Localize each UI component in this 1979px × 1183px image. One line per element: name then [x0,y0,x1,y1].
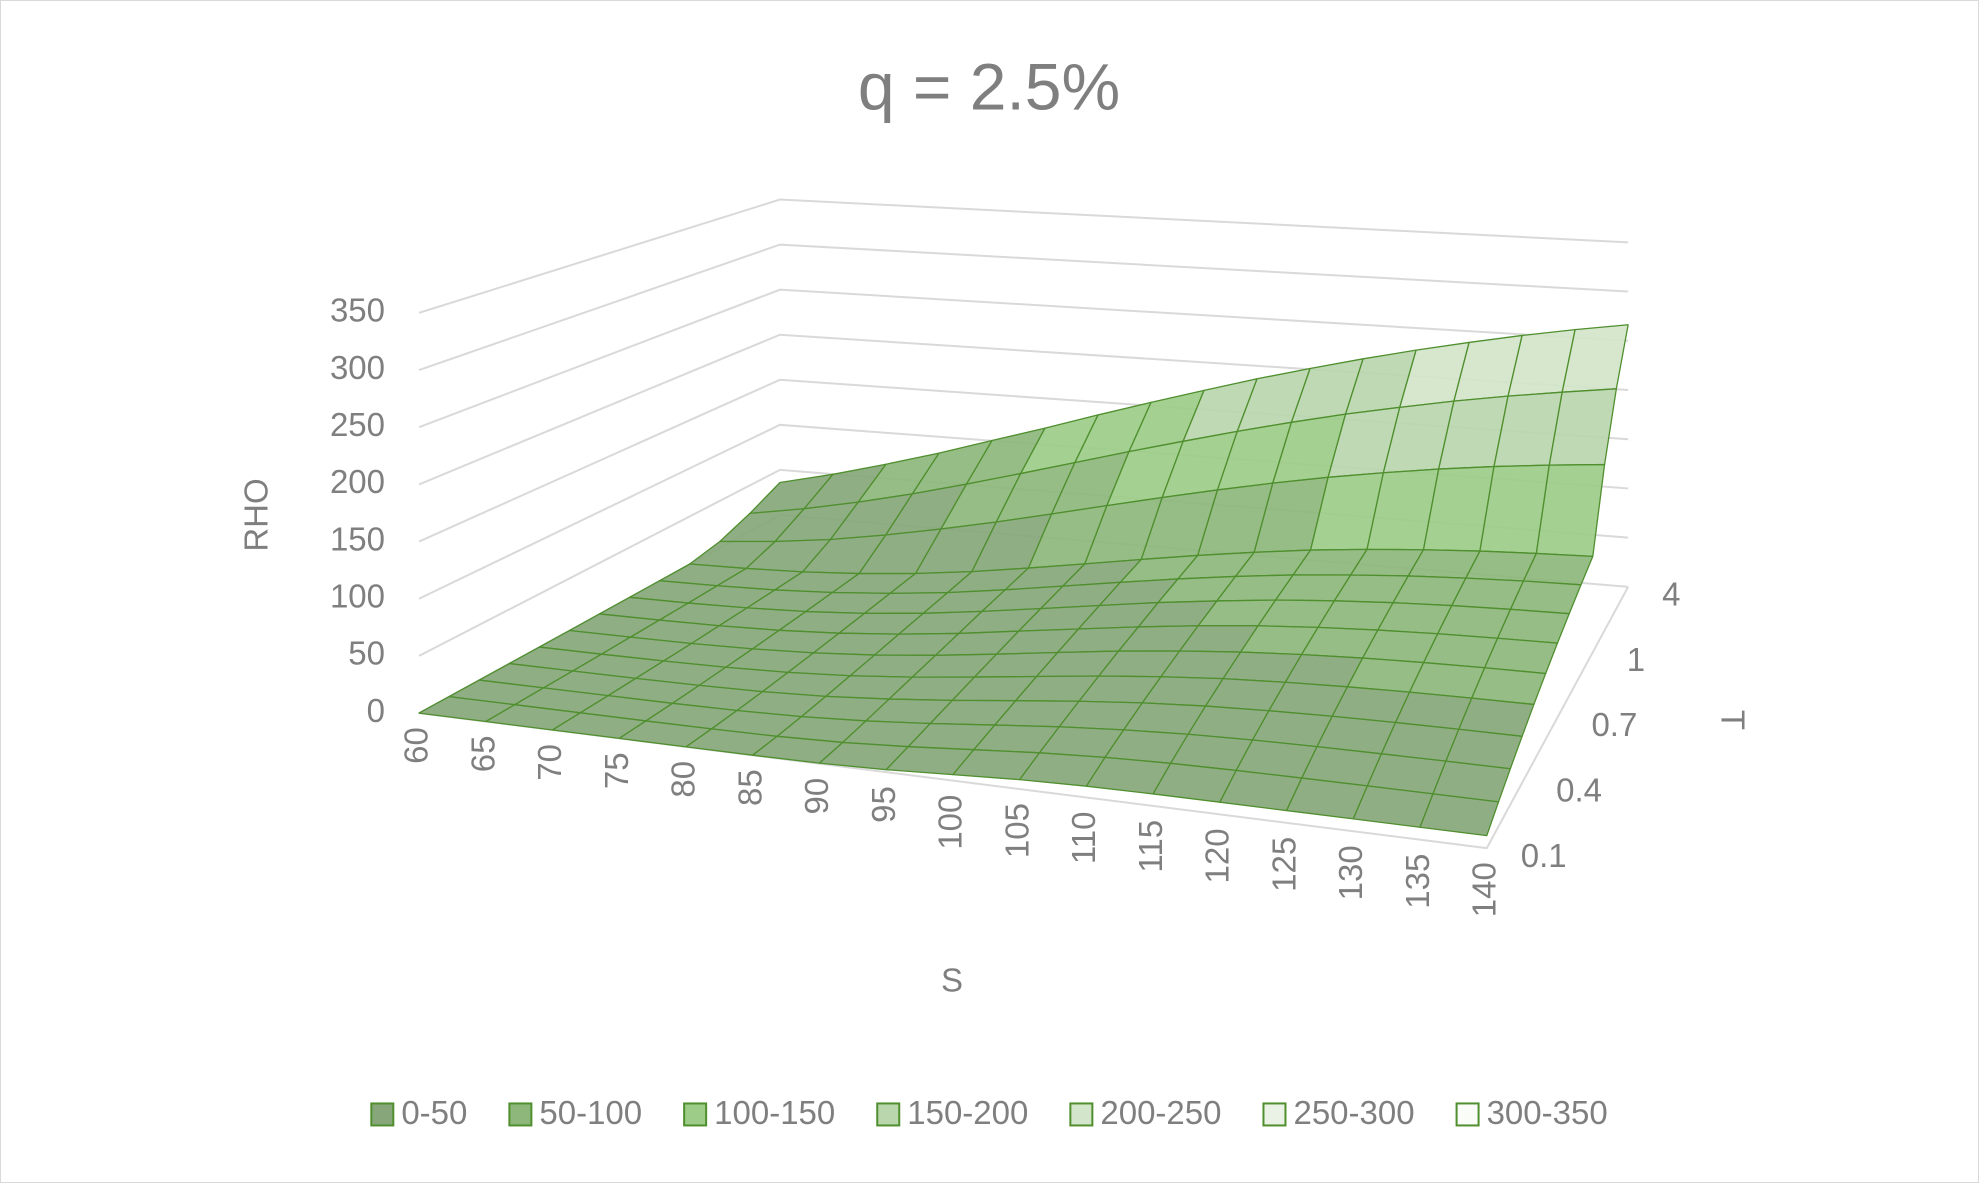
surface-cell [1496,608,1570,644]
x-tick-label: 75 [598,752,635,789]
surface-cell [1419,793,1500,837]
z-tick-label: 0 [367,692,385,729]
surface-cell [1509,580,1582,615]
y-axis-title: T [1714,710,1751,730]
legend-label: 300-350 [1487,1094,1608,1131]
y-tick-label: 1 [1627,641,1645,678]
legend-label: 250-300 [1293,1094,1414,1131]
z-tick-label: 150 [330,520,385,557]
z-tick-label: 100 [330,577,385,614]
legend-swatch [1069,1102,1094,1127]
z-axis-title: RHO [238,478,275,551]
legend: 0-50 50-100 100-150 150-200 200-250 250-300 30… [370,1094,1608,1131]
x-tick-label: 80 [665,761,702,798]
x-tick-label: 90 [798,778,835,815]
x-tick-label: 120 [1199,828,1236,883]
x-tick-label: 100 [932,795,969,850]
y-tick-label: 0.4 [1556,772,1602,809]
z-tick-label: 200 [330,463,385,500]
chart-title: q = 2.5% [858,49,1120,123]
z-tick-label: 50 [348,635,385,672]
x-axis-title: S [941,962,963,999]
z-tick-label: 300 [330,349,385,386]
x-tick-label: 105 [998,803,1035,858]
x-tick-label: 85 [731,769,768,806]
grid-line [418,198,1629,314]
legend-label: 100-150 [714,1094,835,1131]
legend-label: 200-250 [1100,1094,1221,1131]
x-tick-label: 60 [398,727,435,764]
x-tick-label: 125 [1265,837,1302,892]
x-tick-label: 70 [531,744,568,781]
legend-swatch [876,1102,901,1127]
grid-line [418,243,1629,371]
legend-swatch [1262,1102,1287,1127]
x-tick-label: 140 [1465,862,1502,917]
legend-label: 0-50 [401,1094,467,1131]
legend-label: 150-200 [907,1094,1028,1131]
x-tick-label: 65 [464,736,501,773]
x-tick-label: 110 [1065,812,1102,865]
grid-line [418,288,1629,429]
y-tick-label: 0.7 [1591,706,1637,743]
y-tick-label: 4 [1662,576,1680,613]
x-tick-label: 135 [1399,854,1436,909]
z-tick-label: 250 [330,406,385,443]
legend-swatch [1455,1102,1480,1127]
y-tick-label: 0.1 [1521,837,1567,874]
legend-swatch [370,1102,395,1127]
legend-label: 50-100 [539,1094,642,1131]
x-tick-label: 115 [1132,820,1169,873]
x-tick-label: 95 [865,786,902,823]
z-tick-label: 350 [330,292,385,329]
legend-swatch [683,1102,708,1127]
surface-cell [1522,552,1594,586]
x-tick-label: 130 [1332,845,1369,900]
legend-swatch [508,1102,533,1127]
